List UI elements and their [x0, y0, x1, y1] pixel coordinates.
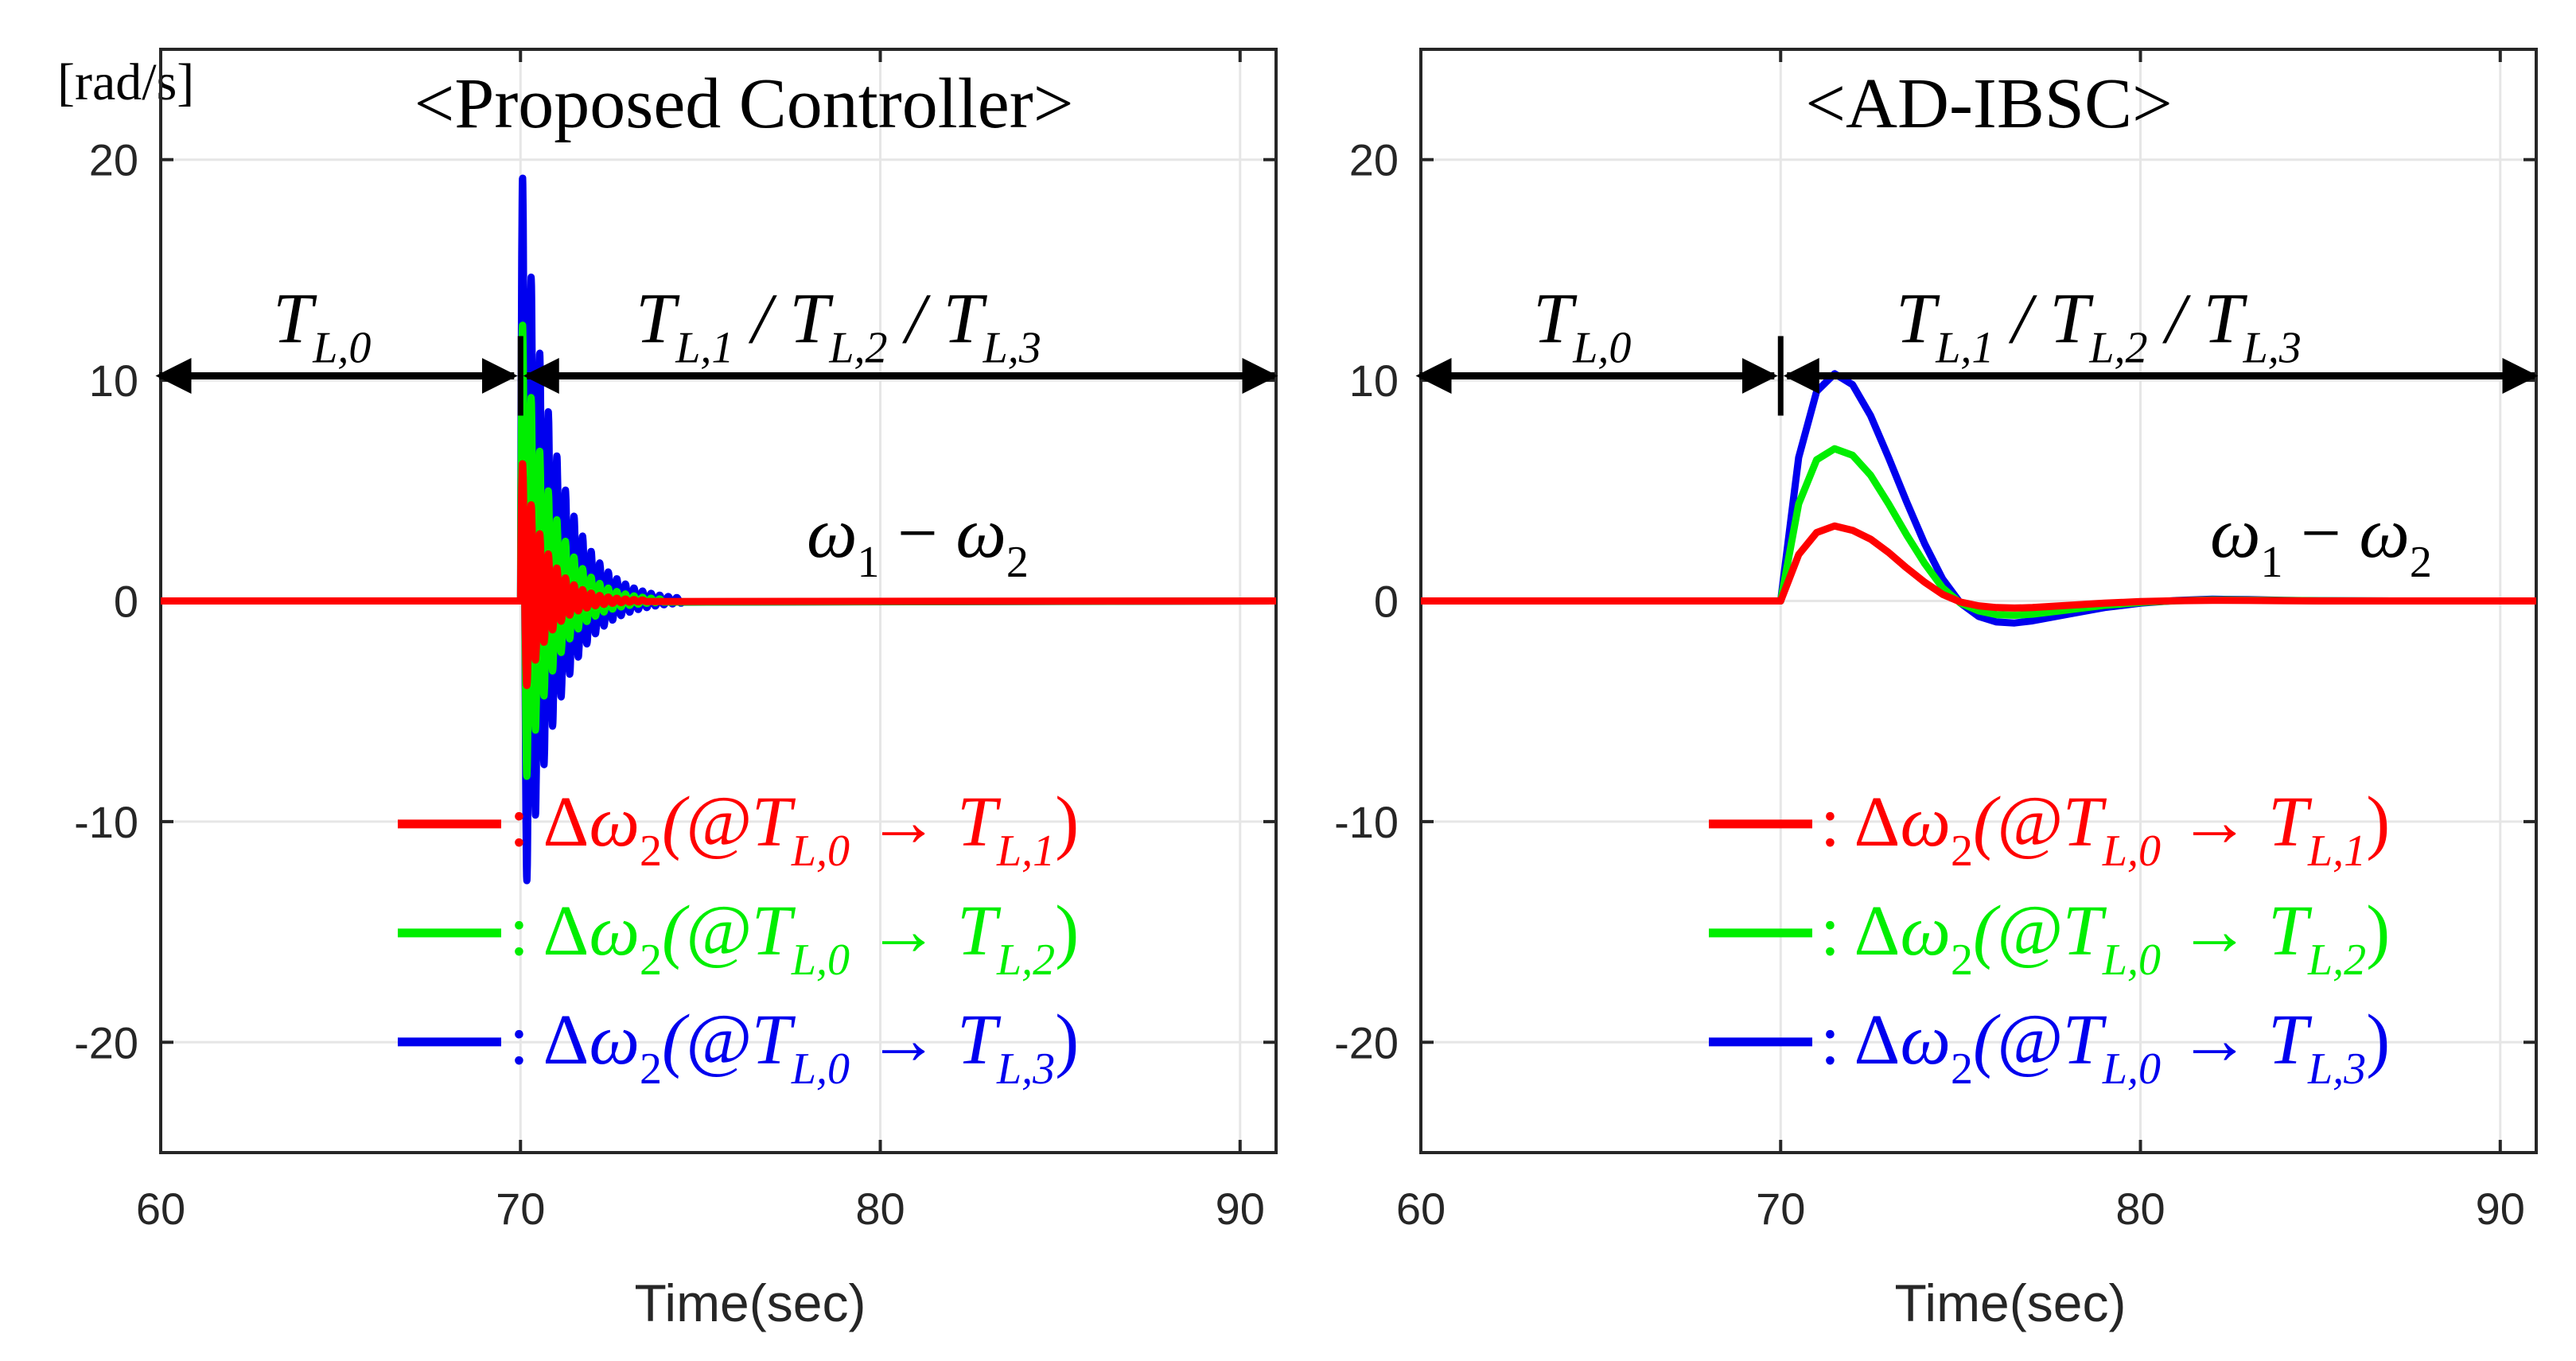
legend-entry-blue: : Δω2(@TL,0 → TL,3): [1820, 1001, 2390, 1094]
annotation-before: TL,0: [1533, 280, 1631, 373]
annotation-difference: ω1 − ω2: [2210, 494, 2432, 587]
x-axis-label: Time(sec): [1895, 1274, 2127, 1332]
x-tick-label: 80: [855, 1184, 905, 1234]
annotation-after: TL,1 / TL,2 / TL,3: [1896, 280, 2302, 373]
y-tick-label: 0: [114, 577, 138, 627]
y-tick-label: 10: [89, 356, 138, 406]
x-tick-label: 70: [496, 1184, 545, 1234]
annotation-before: TL,0: [273, 280, 371, 373]
x-tick-label: 70: [1756, 1184, 1805, 1234]
y-tick-label: -10: [1334, 797, 1399, 847]
x-tick-label: 90: [1216, 1184, 1265, 1234]
y-tick-labels: 20 10 0 -10 -20: [74, 135, 138, 1068]
panel-ad-ibsc: 20 10 0 -10 -20 60 70 80 90 Time(sec) <A…: [1334, 49, 2536, 1332]
series-lines: [161, 178, 1276, 881]
legend-entry-red: : Δω2(@TL,0 → TL,1): [509, 783, 1079, 876]
unit-label: [rad/s]: [57, 53, 194, 111]
legend-entry-green: : Δω2(@TL,0 → TL,2): [1820, 892, 2390, 985]
x-tick-labels: 60 70 80 90: [136, 1184, 1265, 1234]
legend-entry-blue: : Δω2(@TL,0 → TL,3): [509, 1001, 1079, 1094]
legend: : Δω2(@TL,0 → TL,1) : Δω2(@TL,0 → TL,2) : …: [1709, 783, 2390, 1094]
x-tick-label: 80: [2115, 1184, 2165, 1234]
legend-entry-green: : Δω2(@TL,0 → TL,2): [509, 892, 1079, 985]
annotation-difference: ω1 − ω2: [807, 494, 1029, 587]
x-tick-label: 90: [2476, 1184, 2525, 1234]
series-line-red: [161, 464, 1276, 686]
x-tick-label: 60: [136, 1184, 185, 1234]
panel-proposed-controller: 20 10 0 -10 -20 60 70 80 90 Time(sec) <P…: [74, 49, 1276, 1332]
chart-title: <Proposed Controller>: [414, 64, 1074, 143]
x-axis-label: Time(sec): [635, 1274, 866, 1332]
legend: : Δω2(@TL,0 → TL,1) : Δω2(@TL,0 → TL,2) : …: [398, 783, 1079, 1094]
series-line-blue: [161, 178, 1276, 881]
annotation-after: TL,1 / TL,2 / TL,3: [636, 280, 1041, 373]
y-tick-label: 20: [89, 135, 138, 185]
chart-title: <AD-IBSC>: [1805, 64, 2173, 143]
legend-entry-red: : Δω2(@TL,0 → TL,1): [1820, 783, 2390, 876]
annotations: TL,0 TL,1 / TL,2 / TL,3 ω1 − ω2: [1419, 280, 2535, 587]
series-line-green: [161, 325, 1276, 776]
y-tick-label: -10: [74, 797, 138, 847]
annotations: TL,0 TL,1 / TL,2 / TL,3 ω1 − ω2: [159, 280, 1274, 587]
y-tick-label: 10: [1349, 356, 1399, 406]
x-tick-labels: 60 70 80 90: [1396, 1184, 2525, 1234]
y-tick-label: 0: [1374, 577, 1399, 627]
x-tick-label: 60: [1396, 1184, 1446, 1234]
y-tick-label: -20: [1334, 1017, 1399, 1067]
figure: [rad/s] 20 10 0 -10 -20 60 70 80 90 Time…: [0, 0, 2576, 1361]
y-tick-labels: 20 10 0 -10 -20: [1334, 135, 1399, 1068]
y-tick-label: 20: [1349, 135, 1399, 185]
y-tick-label: -20: [74, 1017, 138, 1067]
